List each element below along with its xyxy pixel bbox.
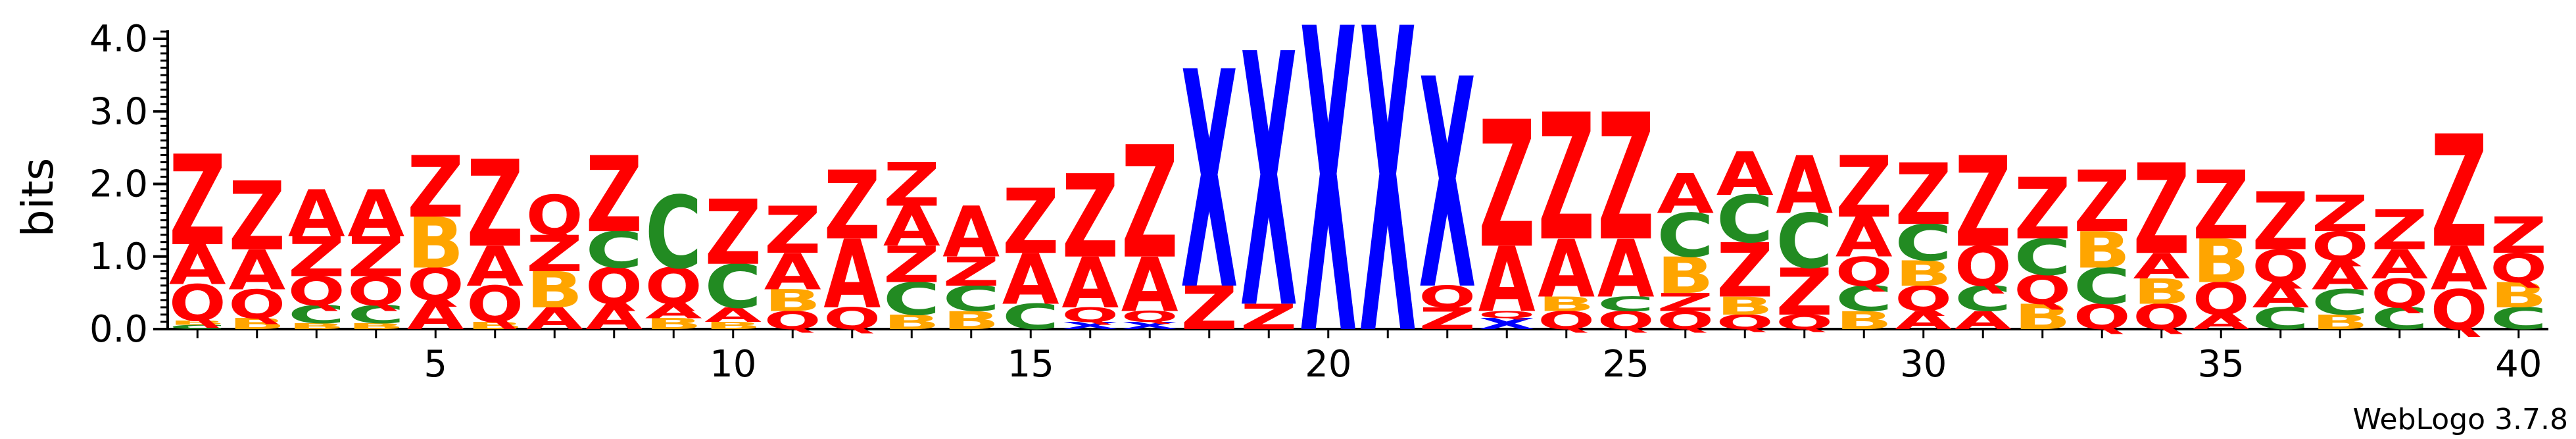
logo-letter-z: Z <box>764 193 821 269</box>
y-tick-label: 1.0 <box>89 236 148 278</box>
x-tick-label: 30 <box>1900 343 1947 386</box>
weblogo-credit: WebLogo 3.7.8 <box>2353 403 2568 436</box>
logo-letter-x: X <box>1419 18 1476 353</box>
x-tick-label: 25 <box>1603 343 1649 386</box>
logo-letter-c: C <box>645 175 702 291</box>
logo-letter-z: Z <box>1061 151 1119 284</box>
logo-letters: CBQAZBQAZBCQZABCQZAAQBZBQAZABZQAQCZBAQCB… <box>169 0 2547 428</box>
y-tick-label: 3.0 <box>89 90 148 133</box>
logo-letter-a: A <box>1716 140 1774 210</box>
x-tick-label: 35 <box>2198 343 2245 386</box>
logo-letter-z: Z <box>2252 176 2309 269</box>
logo-letter-a: A <box>942 192 1000 273</box>
logo-letter-z: Z <box>704 182 762 286</box>
logo-letter-z: Z <box>1955 131 2012 276</box>
logo-letter-x: X <box>1300 0 1357 428</box>
logo-letter-z: Z <box>2371 199 2428 263</box>
logo-letter-x: X <box>1180 9 1238 356</box>
logo-letter-x: X <box>1240 0 1298 386</box>
logo-letter-z: Z <box>1121 113 1179 293</box>
logo-letter-x: X <box>1359 0 1417 428</box>
logo-letter-z: Z <box>407 139 464 237</box>
logo-letter-z: Z <box>1538 78 1595 280</box>
x-tick-label: 5 <box>424 343 447 386</box>
logo-letter-z: Z <box>2490 207 2547 265</box>
logo-letter-z: Z <box>1895 146 1952 244</box>
logo-letter-z: Z <box>883 151 940 220</box>
logo-letter-z: Z <box>1478 86 1536 288</box>
logo-letter-z: Z <box>228 162 285 272</box>
x-tick-label: 10 <box>710 343 756 386</box>
logo-letter-z: Z <box>2431 102 2488 282</box>
logo-letter-a: A <box>1657 163 1714 226</box>
x-tick-label: 15 <box>1008 343 1054 386</box>
logo-letter-a: A <box>347 176 404 252</box>
logo-letter-a: A <box>288 176 345 252</box>
logo-letter-z: Z <box>2133 138 2190 283</box>
logo-letter-a: A <box>1776 140 1833 232</box>
logo-letter-z: Z <box>1835 139 1893 237</box>
y-tick-label: 4.0 <box>89 18 148 61</box>
y-tick-label: 2.0 <box>89 163 148 206</box>
x-tick-label: 40 <box>2495 343 2542 386</box>
logo-letter-z: Z <box>466 136 523 274</box>
logo-letter-z: Z <box>2074 153 2131 251</box>
chart-axes <box>168 30 2548 329</box>
logo-letter-z: Z <box>1002 170 1059 274</box>
y-tick-label: 0.0 <box>89 308 148 351</box>
logo-letter-z: Z <box>585 136 643 257</box>
logo-letter-z: Z <box>2014 161 2071 259</box>
y-axis-label: bits <box>12 158 63 238</box>
logo-letter-q: Q <box>526 184 583 247</box>
logo-letter-z: Z <box>2312 185 2369 243</box>
logo-letter-z: Z <box>1597 78 1655 280</box>
logo-letter-z: Z <box>2193 151 2250 261</box>
logo-letter-z: Z <box>169 130 226 274</box>
logo-letter-z: Z <box>823 151 881 261</box>
